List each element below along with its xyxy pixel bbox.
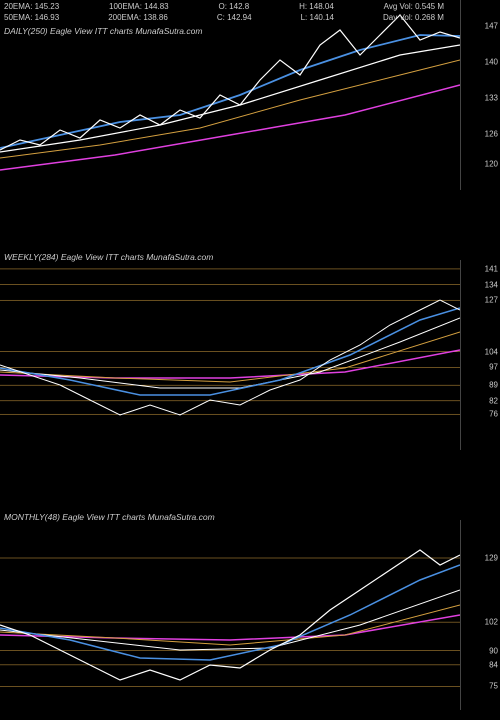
y-tick-label: 102 — [462, 618, 498, 627]
y-tick-label: 97 — [462, 363, 498, 372]
y-tick-label: 140 — [462, 57, 498, 66]
weekly-panel: WEEKLY(284) Eagle View ITT charts Munafa… — [0, 260, 500, 450]
ema20-stat: 20EMA: 145.23 — [4, 2, 59, 11]
y-tick-label: 84 — [462, 660, 498, 669]
y-tick-label: 75 — [462, 682, 498, 691]
y-tick-label: 90 — [462, 646, 498, 655]
y-tick-label: 126 — [462, 129, 498, 138]
monthly-chart — [0, 520, 460, 710]
daily-panel: DAILY(250) Eagle View ITT charts MunafaS… — [0, 0, 500, 190]
avgvol-stat: Avg Vol: 0.545 M — [384, 2, 444, 11]
low-stat: L: 140.14 — [301, 13, 334, 22]
high-stat: H: 148.04 — [299, 2, 334, 11]
daily-y-axis: 147 140 133 126 120 — [460, 0, 500, 190]
price-line — [0, 300, 460, 415]
ema50-line — [0, 590, 460, 650]
open-stat: O: 142.8 — [219, 2, 250, 11]
ema20-line — [0, 35, 460, 148]
y-tick-label: 134 — [462, 280, 498, 289]
y-tick-label: 133 — [462, 93, 498, 102]
daily-title: DAILY(250) Eagle View ITT charts MunafaS… — [4, 26, 202, 36]
ema50-stat: 50EMA: 146.93 — [4, 13, 59, 22]
monthly-title: MONTHLY(48) Eagle View ITT charts Munafa… — [4, 512, 215, 522]
ema200-line — [0, 615, 460, 640]
stats-row-1: 20EMA: 145.23 100EMA: 144.83 O: 142.8 H:… — [4, 2, 444, 11]
ema20-line — [0, 565, 460, 660]
y-tick-label: 104 — [462, 347, 498, 356]
weekly-chart — [0, 260, 460, 450]
ema100-line — [0, 605, 460, 645]
y-tick-label: 147 — [462, 21, 498, 30]
close-stat: C: 142.94 — [217, 13, 252, 22]
ema100-line — [0, 332, 460, 382]
y-tick-label: 89 — [462, 381, 498, 390]
ema200-stat: 200EMA: 138.86 — [108, 13, 168, 22]
weekly-title: WEEKLY(284) Eagle View ITT charts Munafa… — [4, 252, 213, 262]
y-tick-label: 120 — [462, 160, 498, 169]
ema200-line — [0, 350, 460, 378]
y-tick-label: 82 — [462, 396, 498, 405]
stats-row-2: 50EMA: 146.93 200EMA: 138.86 C: 142.94 L… — [4, 13, 444, 22]
price-line — [0, 550, 460, 680]
weekly-y-axis: 141 134 127 104 97 89 82 76 — [460, 260, 500, 450]
ema100-stat: 100EMA: 144.83 — [109, 2, 169, 11]
y-tick-label: 127 — [462, 296, 498, 305]
dayvol-stat: Day Vol: 0.268 M — [383, 13, 444, 22]
monthly-panel: MONTHLY(48) Eagle View ITT charts Munafa… — [0, 520, 500, 710]
ema100-line — [0, 60, 460, 158]
y-tick-label: 76 — [462, 410, 498, 419]
monthly-y-axis: 129 102 90 84 75 — [460, 520, 500, 710]
y-tick-label: 141 — [462, 264, 498, 273]
y-tick-label: 129 — [462, 554, 498, 563]
